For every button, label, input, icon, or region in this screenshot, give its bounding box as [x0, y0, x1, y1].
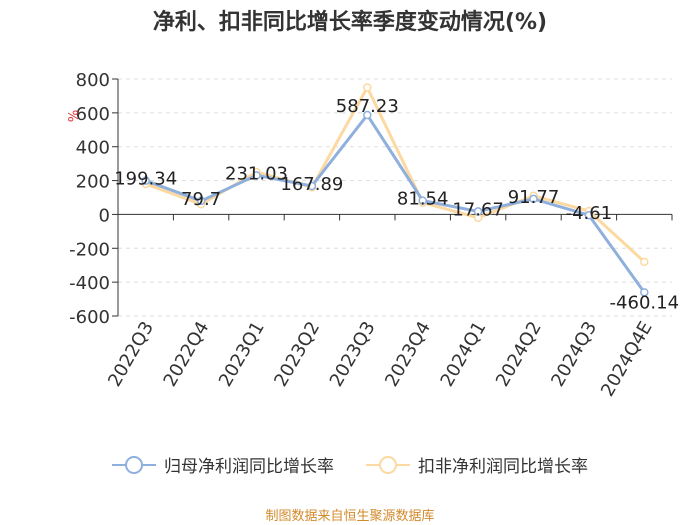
series-line-0	[145, 113, 646, 294]
data-label: 91.77	[508, 187, 560, 208]
series-0-point[interactable]	[640, 288, 649, 297]
data-label: 199.34	[114, 169, 177, 190]
data-label: -460.14	[610, 292, 679, 313]
series-0-point[interactable]	[307, 181, 317, 191]
data-label: 81.54	[397, 189, 449, 210]
y-tick-label: -600	[69, 307, 110, 328]
x-tick-label: 2024Q4E	[597, 318, 657, 400]
data-label: 231.03	[225, 163, 288, 184]
series-0-point[interactable]	[141, 176, 150, 185]
legend: 归母净利润同比增长率 扣非净利润同比增长率	[0, 452, 700, 477]
series-0-point[interactable]	[252, 171, 261, 180]
x-tick-label: 2022Q3	[104, 318, 158, 390]
y-axis-unit-label: %	[67, 110, 82, 122]
series-0-point[interactable]	[529, 194, 538, 204]
y-tick-label: 200	[76, 172, 110, 193]
y-tick-label: 0	[99, 205, 110, 226]
y-tick-label: -400	[69, 273, 110, 294]
x-tick-label: 2023Q3	[326, 318, 380, 390]
x-tick-label: 2022Q4	[160, 318, 214, 390]
series-0-point[interactable]	[584, 210, 594, 220]
legend-swatch-deducted-profit	[366, 455, 410, 474]
x-tick-label: 2024Q1	[437, 318, 491, 390]
x-tick-label: 2023Q4	[381, 318, 435, 390]
x-tick-label: 2023Q2	[270, 318, 324, 390]
series-0-point[interactable]	[418, 196, 427, 205]
series-1-point[interactable]	[640, 257, 649, 267]
y-tick-label: 600	[76, 104, 110, 125]
y-tick-label: 400	[76, 138, 110, 159]
y-tick-label: -200	[69, 239, 110, 260]
legend-item-deducted-profit[interactable]: 扣非净利润同比增长率	[366, 452, 588, 477]
series-0-point[interactable]	[473, 207, 483, 216]
data-label: 79.7	[181, 189, 221, 210]
legend-swatch-net-profit	[112, 455, 156, 474]
data-label: 167.89	[280, 174, 343, 195]
data-label: 587.23	[336, 96, 399, 117]
source-note: 制图数据来自恒生聚源数据库	[265, 509, 435, 524]
legend-label-net-profit: 归母净利润同比增长率	[164, 457, 334, 477]
x-tick-label: 2023Q1	[215, 318, 269, 390]
chart-title: 净利、扣非同比增长率季度变动情况(%)	[152, 10, 548, 35]
series-0-point[interactable]	[363, 110, 372, 120]
series-1-point[interactable]	[363, 83, 372, 92]
series-layer	[141, 83, 649, 297]
x-tick-label: 2024Q2	[492, 318, 546, 390]
data-label: -4.61	[566, 203, 613, 224]
x-tick-label: 2024Q3	[547, 318, 601, 390]
data-label: 17.67	[452, 199, 504, 220]
legend-label-deducted-profit: 扣非净利润同比增长率	[418, 457, 588, 477]
series-0-point[interactable]	[196, 196, 206, 206]
legend-item-net-profit[interactable]: 归母净利润同比增长率	[112, 452, 334, 477]
y-tick-label: 800	[76, 70, 110, 91]
